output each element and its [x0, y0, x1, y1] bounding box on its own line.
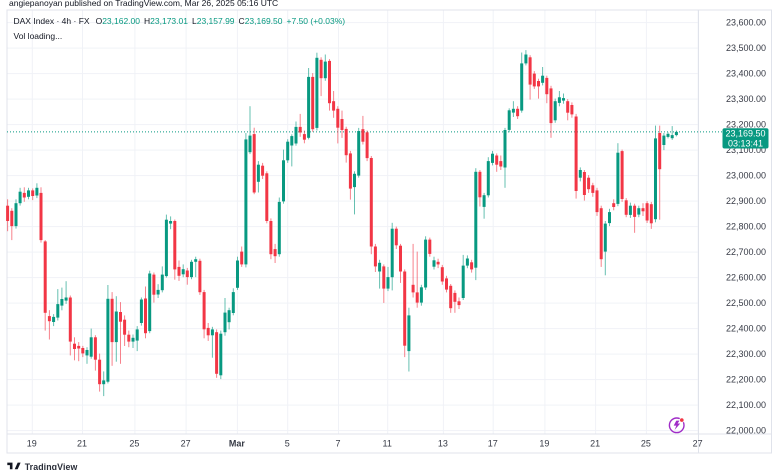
svg-text:27: 27 — [693, 439, 703, 449]
svg-text:23,400.00: 23,400.00 — [726, 68, 766, 78]
svg-text:25: 25 — [641, 439, 651, 449]
svg-text:03:13:41: 03:13:41 — [728, 138, 763, 148]
svg-text:23,600.00: 23,600.00 — [726, 17, 766, 27]
svg-text:22,900.00: 22,900.00 — [726, 196, 766, 206]
svg-text:13: 13 — [438, 439, 448, 449]
svg-text:11: 11 — [383, 439, 392, 449]
svg-text:27: 27 — [181, 439, 191, 449]
svg-text:Vol loading...: Vol loading... — [14, 31, 63, 41]
svg-text:21: 21 — [77, 439, 87, 449]
svg-text:23,000.00: 23,000.00 — [726, 170, 766, 180]
svg-text:22,700.00: 22,700.00 — [726, 247, 766, 257]
svg-text:22,500.00: 22,500.00 — [726, 298, 766, 308]
svg-text:19: 19 — [27, 439, 37, 449]
svg-text:21: 21 — [590, 439, 600, 449]
svg-text:19: 19 — [539, 439, 549, 449]
svg-text:23,300.00: 23,300.00 — [726, 94, 766, 104]
svg-text:angiepanoyan published on Trad: angiepanoyan published on TradingView.co… — [9, 0, 278, 8]
svg-text:Mar: Mar — [229, 439, 246, 449]
svg-text:22,100.00: 22,100.00 — [726, 400, 766, 410]
svg-text:22,200.00: 22,200.00 — [726, 374, 766, 384]
svg-text:23,100.00: 23,100.00 — [726, 145, 766, 155]
svg-text:23,500.00: 23,500.00 — [726, 43, 766, 53]
svg-text:22,400.00: 22,400.00 — [726, 323, 766, 333]
svg-text:17: 17 — [488, 439, 498, 449]
svg-text:TradingView: TradingView — [25, 462, 78, 470]
svg-text:22,300.00: 22,300.00 — [726, 349, 766, 359]
svg-text:7: 7 — [335, 439, 340, 449]
svg-text:22,600.00: 22,600.00 — [726, 272, 766, 282]
svg-text:25: 25 — [129, 439, 139, 449]
svg-text:5: 5 — [285, 439, 290, 449]
svg-text:22,000.00: 22,000.00 — [726, 425, 766, 435]
svg-text:23,200.00: 23,200.00 — [726, 119, 766, 129]
svg-text:23,169.50: 23,169.50 — [725, 128, 765, 138]
svg-text:22,800.00: 22,800.00 — [726, 221, 766, 231]
